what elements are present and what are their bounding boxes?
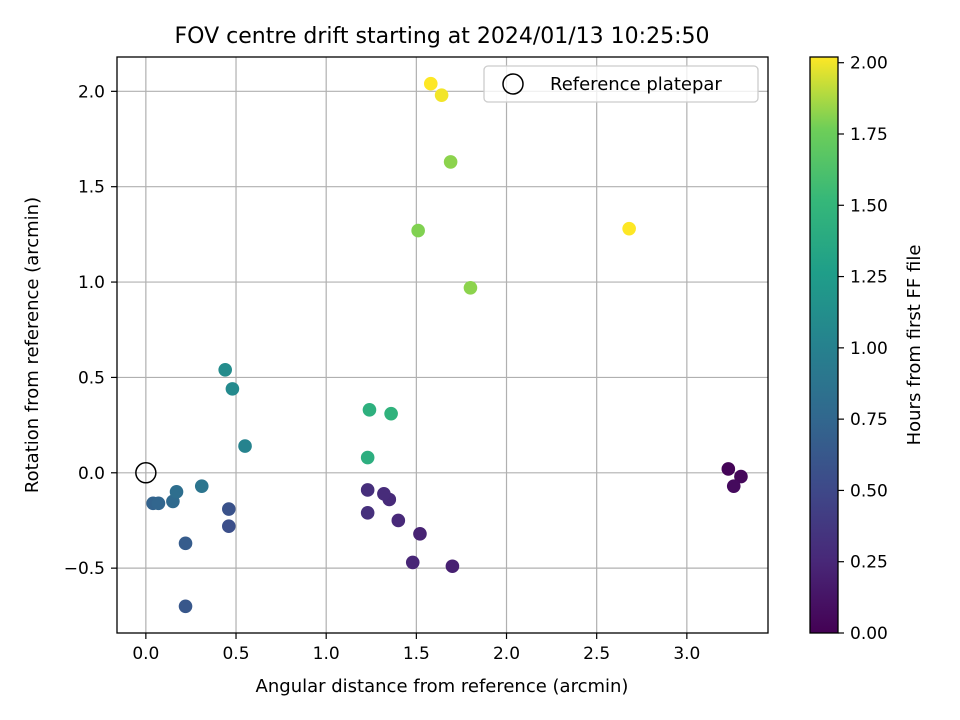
data-point — [384, 406, 398, 421]
colorbar-tick-label: 1.75 — [850, 125, 888, 145]
colorbar-tick-label: 0.50 — [850, 481, 888, 501]
data-point — [194, 479, 209, 493]
colorbar-label: Hours from first FF file — [904, 245, 925, 446]
data-point — [360, 483, 375, 497]
colorbar-tick-label: 0.75 — [850, 410, 888, 430]
reference-platepar-marker — [135, 462, 157, 484]
data-points — [135, 76, 748, 614]
data-point — [411, 223, 425, 238]
colorbar-tick-label: 0.00 — [850, 624, 888, 644]
data-point — [721, 462, 736, 476]
x-tick-label: 2.5 — [583, 644, 610, 664]
data-point — [726, 479, 741, 493]
data-point — [463, 280, 478, 295]
x-tick-label: 0.5 — [222, 644, 249, 664]
grid — [117, 57, 768, 633]
data-point — [169, 485, 184, 499]
data-point — [405, 555, 420, 570]
colorbar: 0.00 0.25 0.50 0.75 1.00 1.25 1.50 1.75 2.00 Hou… — [809, 54, 925, 644]
y-axis-label: Rotation from reference (arcmin) — [22, 197, 43, 493]
data-point — [445, 559, 460, 574]
y-tick-label: 0.5 — [78, 368, 105, 388]
legend-reference-marker — [502, 73, 524, 95]
data-point — [434, 88, 449, 102]
x-tick-label: 1.0 — [313, 644, 340, 664]
x-tick-label: 1.5 — [403, 644, 430, 664]
x-tick-label: 2.0 — [493, 644, 520, 664]
data-point — [222, 502, 236, 516]
colorbar-tick-label: 1.25 — [850, 268, 888, 288]
legend-entry-reference: Reference platepar — [550, 74, 722, 95]
y-tick-label: 0.0 — [78, 464, 105, 484]
data-point — [218, 362, 232, 377]
y-tick-label: 1.5 — [78, 178, 105, 198]
x-tick-label: 0.0 — [132, 644, 159, 664]
data-point — [360, 506, 375, 520]
data-point — [391, 513, 406, 528]
x-tick-label: 3.0 — [673, 644, 700, 664]
data-point — [362, 403, 377, 417]
legend-box — [483, 65, 759, 103]
x-axis-label: Angular distance from reference (arcmin) — [256, 676, 629, 697]
legend: Reference platepar — [483, 65, 759, 103]
data-point — [238, 439, 252, 453]
data-point — [178, 536, 193, 551]
data-point — [377, 486, 391, 501]
data-point — [360, 450, 375, 465]
data-point — [423, 76, 438, 91]
colorbar-tick-label: 1.50 — [850, 196, 888, 216]
data-point — [151, 496, 166, 511]
colorbar-gradient — [810, 57, 838, 633]
colorbar-tick-label: 2.00 — [850, 54, 888, 74]
colorbar-frame — [809, 56, 839, 634]
y-tick-label: 1.0 — [78, 273, 105, 293]
data-point — [222, 519, 236, 533]
y-tick-label: −0.5 — [64, 559, 105, 579]
data-point — [443, 155, 458, 169]
colorbar-tick-label: 0.25 — [850, 553, 888, 573]
chart-title: FOV centre drift starting at 2024/01/13 … — [175, 24, 710, 49]
y-tick-label: 2.0 — [78, 82, 105, 102]
axes: 0.0 0.5 1.0 1.5 2.0 2.5 3.0 −0.5 0.0 0.5 1.0 1.5 2.0 — [64, 56, 769, 664]
data-point — [225, 382, 240, 396]
data-point — [734, 469, 748, 484]
data-point — [178, 599, 193, 614]
colorbar-ticks: 0.00 0.25 0.50 0.75 1.00 1.25 1.50 1.75 2.00 — [838, 54, 888, 644]
data-point — [622, 221, 636, 236]
data-point — [413, 527, 427, 541]
plot-frame — [116, 56, 769, 634]
colorbar-tick-label: 1.00 — [850, 339, 888, 359]
